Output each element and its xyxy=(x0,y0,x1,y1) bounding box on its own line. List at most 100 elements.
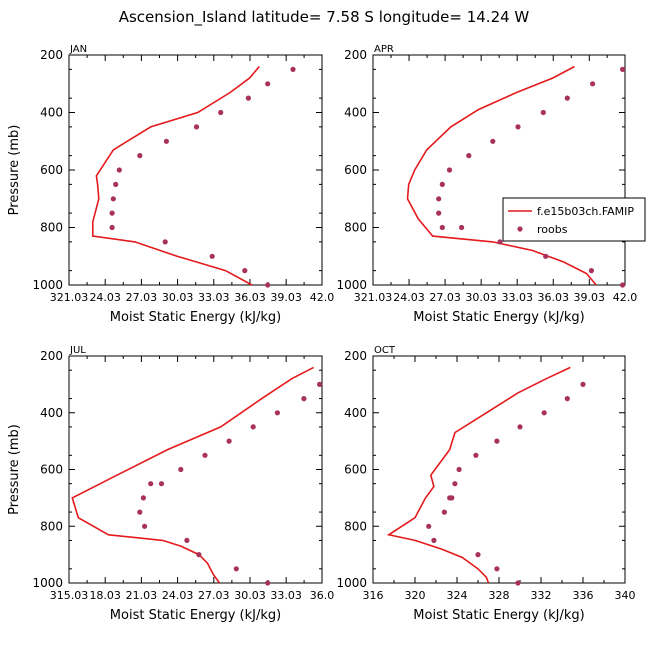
x-axis-label: Moist Static Energy (kJ/kg) xyxy=(110,310,281,325)
y-tick-label: 600 xyxy=(344,163,367,177)
plot-frame xyxy=(68,355,323,584)
x-tick-label: 321.03 xyxy=(354,291,393,304)
obs-point xyxy=(274,410,280,416)
x-tick-label: 328 xyxy=(489,589,510,602)
obs-point xyxy=(543,253,549,259)
x-tick-label: 27.03 xyxy=(126,291,158,304)
y-tick-label: 400 xyxy=(40,406,63,420)
obs-point xyxy=(250,424,256,430)
obs-point xyxy=(515,580,521,586)
obs-point xyxy=(233,566,239,572)
obs-point xyxy=(620,66,626,72)
x-tick-label: 42.0 xyxy=(310,291,335,304)
y-tick-label: 800 xyxy=(344,519,367,533)
obs-point xyxy=(148,481,154,487)
x-axis-label: Moist Static Energy (kJ/kg) xyxy=(413,608,584,623)
obs-point xyxy=(142,523,148,529)
obs-point xyxy=(494,438,500,444)
obs-point xyxy=(456,466,462,473)
x-tick-label: 27.03 xyxy=(198,589,230,602)
y-tick-label: 800 xyxy=(40,519,63,533)
panel-title: OCT xyxy=(374,345,396,356)
obs-point xyxy=(163,138,169,144)
y-tick-label: 200 xyxy=(344,48,367,62)
y-axis-label: Pressure (mb) xyxy=(7,125,22,216)
obs-point xyxy=(475,552,481,558)
obs-point xyxy=(137,509,143,515)
obs-point xyxy=(218,109,224,116)
obs-point xyxy=(431,537,437,544)
y-tick-label: 400 xyxy=(344,106,367,120)
x-tick-label: 39.03 xyxy=(270,291,302,304)
x-tick-label: 336 xyxy=(573,589,594,602)
x-tick-label: 324 xyxy=(447,589,468,602)
model-profile-line xyxy=(71,366,314,584)
obs-point xyxy=(436,196,442,202)
panel-title: APR xyxy=(374,44,394,55)
y-tick-label: 1000 xyxy=(336,576,367,590)
obs-point xyxy=(515,124,521,130)
y-tick-label: 800 xyxy=(344,221,367,235)
obs-point xyxy=(446,167,453,173)
obs-point xyxy=(590,81,596,87)
obs-point xyxy=(290,66,296,72)
obs-point xyxy=(494,566,500,572)
obs-point xyxy=(301,396,307,402)
x-tick-label: 36.03 xyxy=(538,291,570,304)
obs-point xyxy=(517,424,523,430)
x-tick-label: 42.0 xyxy=(613,291,638,304)
obs-point xyxy=(541,410,547,416)
obs-point xyxy=(588,268,595,274)
legend-label-obs: roobs xyxy=(537,223,568,236)
obs-point xyxy=(473,452,479,458)
legend: f.e15b03ch.FAMIP roobs xyxy=(502,197,646,242)
obs-point xyxy=(620,282,626,288)
obs-point xyxy=(426,523,432,529)
plot-frame xyxy=(68,54,323,286)
obs-point xyxy=(265,81,271,87)
obs-point xyxy=(137,153,143,159)
x-axis-label: Moist Static Energy (kJ/kg) xyxy=(110,608,281,623)
x-tick-label: 33.03 xyxy=(270,589,302,602)
x-tick-label: 315.03 xyxy=(50,589,89,602)
obs-point xyxy=(158,481,165,487)
obs-point xyxy=(109,224,115,231)
obs-point xyxy=(193,124,200,130)
obs-point xyxy=(140,495,146,501)
x-tick-label: 18.03 xyxy=(89,589,121,602)
x-tick-label: 340 xyxy=(615,589,636,602)
obs-point xyxy=(116,167,122,173)
obs-point xyxy=(265,580,271,586)
obs-point xyxy=(452,481,458,487)
obs-point xyxy=(436,210,442,216)
y-tick-label: 1000 xyxy=(32,278,63,292)
x-tick-label: 39.03 xyxy=(574,291,606,304)
y-axis-label: Pressure (mb) xyxy=(7,424,22,515)
x-tick-label: 36.0 xyxy=(310,589,335,602)
obs-point xyxy=(540,109,546,116)
x-tick-label: 320 xyxy=(405,589,426,602)
obs-point xyxy=(466,153,472,159)
legend-box xyxy=(502,197,646,242)
obs-point xyxy=(439,181,445,187)
obs-point xyxy=(317,381,323,387)
obs-point xyxy=(459,224,465,231)
y-tick-label: 400 xyxy=(344,406,367,420)
obs-point xyxy=(209,253,215,259)
model-profile-line xyxy=(386,366,571,584)
y-tick-label: 200 xyxy=(344,349,367,363)
obs-point xyxy=(110,196,116,202)
obs-point xyxy=(202,452,208,458)
panel-title: JUL xyxy=(69,345,86,356)
x-tick-label: 24.03 xyxy=(393,291,425,304)
x-tick-label: 30.03 xyxy=(234,589,266,602)
x-tick-label: 321.03 xyxy=(50,291,89,304)
obs-point xyxy=(497,239,503,245)
y-tick-label: 600 xyxy=(40,463,63,477)
obs-point xyxy=(490,138,496,144)
obs-point xyxy=(447,495,453,501)
